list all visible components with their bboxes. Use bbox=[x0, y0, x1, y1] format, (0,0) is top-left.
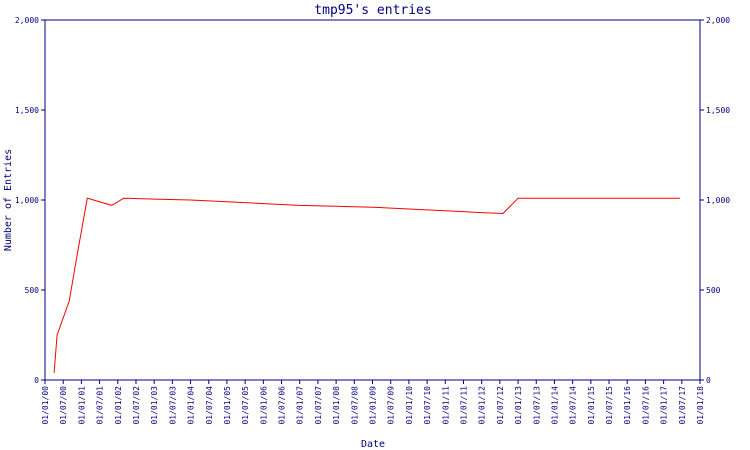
y-axis-left: 0 500 1,000 1,500 2,000 bbox=[15, 16, 45, 385]
y-axis-right: 0 500 1,000 1,500 2,000 bbox=[700, 16, 730, 385]
y-tick-label-left: 0 bbox=[34, 376, 39, 385]
plot-frame bbox=[44, 19, 701, 381]
plot-border bbox=[44, 19, 701, 381]
x-tick-label: 01/01/16 bbox=[623, 386, 632, 425]
x-axis-label: Date bbox=[361, 439, 385, 450]
y-tick-label-right: 500 bbox=[706, 286, 721, 295]
x-tick-label: 01/07/03 bbox=[168, 386, 177, 425]
x-tick-label: 01/01/01 bbox=[77, 386, 86, 425]
y-tick-label-left: 1,500 bbox=[15, 106, 39, 115]
x-tick-label: 01/07/17 bbox=[678, 386, 687, 425]
x-tick-label: 01/07/01 bbox=[96, 386, 105, 425]
x-tick-label: 01/01/13 bbox=[514, 386, 523, 425]
x-tick-label: 01/01/17 bbox=[660, 386, 669, 425]
x-tick-label: 01/07/05 bbox=[241, 386, 250, 425]
x-tick-label: 01/07/09 bbox=[387, 386, 396, 425]
x-tick-label: 01/01/07 bbox=[296, 386, 305, 425]
x-tick-label: 01/07/15 bbox=[605, 386, 614, 425]
y-axis-label: Number of Entries bbox=[3, 149, 14, 251]
x-tick-label: 01/01/18 bbox=[696, 386, 705, 425]
x-tick-label: 01/01/06 bbox=[259, 386, 268, 425]
x-tick-label: 01/07/02 bbox=[132, 386, 141, 425]
x-tick-label: 01/01/10 bbox=[405, 386, 414, 425]
x-tick-label: 01/07/07 bbox=[314, 386, 323, 425]
x-tick-label: 01/01/05 bbox=[223, 386, 232, 425]
x-tick-label: 01/01/08 bbox=[332, 386, 341, 425]
y-tick-label-right: 1,500 bbox=[706, 106, 730, 115]
x-tick-label: 01/07/04 bbox=[205, 386, 214, 425]
y-tick-label-right: 2,000 bbox=[706, 16, 730, 25]
y-tick-label-right: 1,000 bbox=[706, 196, 730, 205]
x-tick-label: 01/07/00 bbox=[59, 386, 68, 425]
chart-title: tmp95's entries bbox=[314, 3, 431, 18]
x-tick-label: 01/01/02 bbox=[114, 386, 123, 425]
x-tick-label: 01/01/11 bbox=[441, 386, 450, 425]
x-tick-label: 01/01/03 bbox=[150, 386, 159, 425]
x-tick-label: 01/01/09 bbox=[369, 386, 378, 425]
x-tick-label: 01/07/10 bbox=[423, 386, 432, 425]
x-tick-label: 01/01/15 bbox=[587, 386, 596, 425]
series-line bbox=[53, 197, 681, 373]
x-tick-label: 01/07/16 bbox=[641, 386, 650, 425]
x-tick-label: 01/01/04 bbox=[187, 386, 196, 425]
x-tick-label: 01/01/12 bbox=[478, 386, 487, 425]
y-tick-label-left: 500 bbox=[25, 286, 40, 295]
x-tick-label: 01/07/08 bbox=[350, 386, 359, 425]
x-tick-label: 01/07/06 bbox=[278, 386, 287, 425]
y-tick-label-left: 1,000 bbox=[15, 196, 39, 205]
y-tick-label-right: 0 bbox=[706, 376, 711, 385]
x-tick-label: 01/01/14 bbox=[550, 386, 559, 425]
x-tick-label: 01/07/14 bbox=[569, 386, 578, 425]
x-axis: 01/01/00 01/07/00 01/01/01 01/07/01 01/01/02… bbox=[41, 380, 705, 425]
x-tick-label: 01/01/00 bbox=[41, 386, 50, 425]
x-tick-label: 01/07/12 bbox=[496, 386, 505, 425]
y-tick-label-left: 2,000 bbox=[15, 16, 39, 25]
x-tick-label: 01/07/13 bbox=[532, 386, 541, 425]
x-tick-label: 01/07/11 bbox=[459, 386, 468, 425]
series-group bbox=[53, 197, 681, 373]
